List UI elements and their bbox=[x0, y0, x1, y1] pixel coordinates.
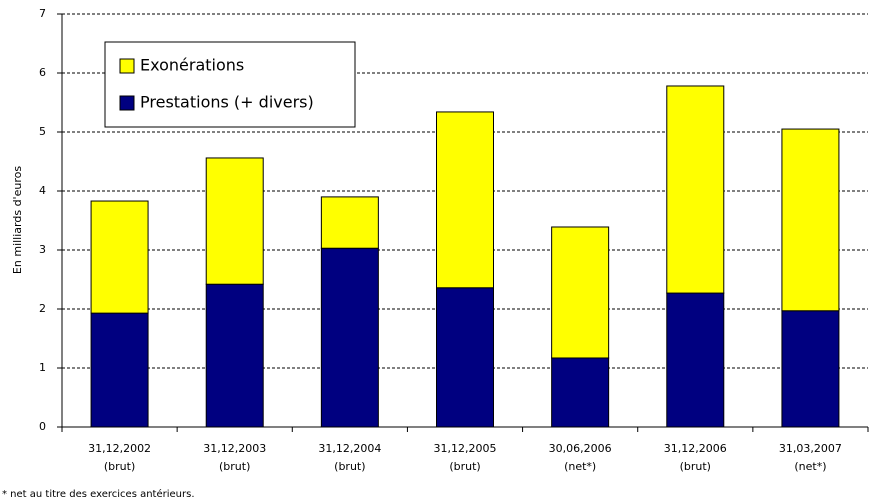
y-tick-label: 5 bbox=[39, 125, 46, 138]
x-tick-label: 31,12,2005 bbox=[434, 442, 497, 455]
legend-swatch bbox=[119, 95, 135, 111]
bar-segment bbox=[781, 310, 840, 428]
legend-swatch bbox=[119, 58, 135, 74]
x-tick-label: 31,03,2007 bbox=[779, 442, 842, 455]
y-tick-label: 3 bbox=[39, 243, 46, 256]
legend-label: Exonérations bbox=[140, 56, 244, 75]
x-tick-label: (net*) bbox=[564, 460, 596, 473]
y-tick-label: 4 bbox=[39, 184, 46, 197]
y-axis-label: En milliards d'euros bbox=[11, 166, 24, 274]
x-tick-label: (brut) bbox=[104, 460, 135, 473]
x-tick-label: 31,12,2003 bbox=[203, 442, 266, 455]
y-tick-label: 6 bbox=[39, 66, 46, 79]
bar-segment bbox=[666, 292, 725, 428]
bar-segment bbox=[436, 287, 494, 428]
bar-segment bbox=[205, 283, 264, 428]
bar-segment bbox=[90, 312, 149, 428]
bar-segment bbox=[320, 247, 379, 428]
x-tick-label: 30,06,2006 bbox=[549, 442, 612, 455]
y-tick-label: 0 bbox=[39, 420, 46, 433]
footnote: * net au titre des exercices antérieurs. bbox=[2, 488, 195, 500]
x-tick-label: 31,12,2002 bbox=[88, 442, 151, 455]
bar-segment bbox=[320, 196, 379, 249]
x-tick-label: (brut) bbox=[680, 460, 711, 473]
x-tick-label: (brut) bbox=[449, 460, 480, 473]
x-tick-label: (brut) bbox=[334, 460, 365, 473]
y-tick-label: 2 bbox=[39, 302, 46, 315]
bar-segment bbox=[90, 200, 149, 314]
y-tick-label: 7 bbox=[39, 7, 46, 20]
bar-segment bbox=[551, 226, 610, 359]
legend-box bbox=[104, 41, 356, 128]
bar-segment bbox=[781, 128, 840, 312]
x-tick-label: (brut) bbox=[219, 460, 250, 473]
bar-segment bbox=[436, 111, 494, 289]
x-tick-label: 31,12,2006 bbox=[664, 442, 727, 455]
legend-label: Prestations (+ divers) bbox=[140, 93, 314, 112]
bar-segment bbox=[551, 357, 610, 428]
y-tick-label: 1 bbox=[39, 361, 46, 374]
bar-segment bbox=[666, 85, 725, 294]
x-tick-label: (net*) bbox=[794, 460, 826, 473]
x-tick-label: 31,12,2004 bbox=[318, 442, 381, 455]
bar-segment bbox=[205, 157, 264, 285]
